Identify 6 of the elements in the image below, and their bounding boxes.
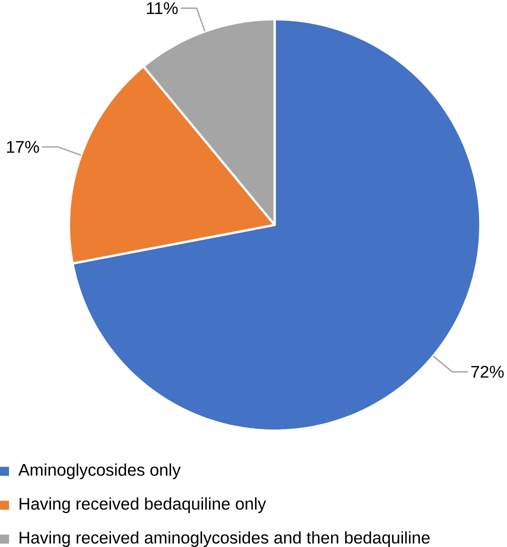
data-label: 72% xyxy=(472,366,504,378)
data-label: 17% xyxy=(7,140,40,153)
data-label: 11% xyxy=(147,2,178,14)
legend-label: Aminoglycosides only xyxy=(18,463,181,480)
legend-label: Having received bedaquiline only xyxy=(20,497,266,514)
legend-label: Having received aminoglycosides and then bedaquiline xyxy=(20,531,430,547)
